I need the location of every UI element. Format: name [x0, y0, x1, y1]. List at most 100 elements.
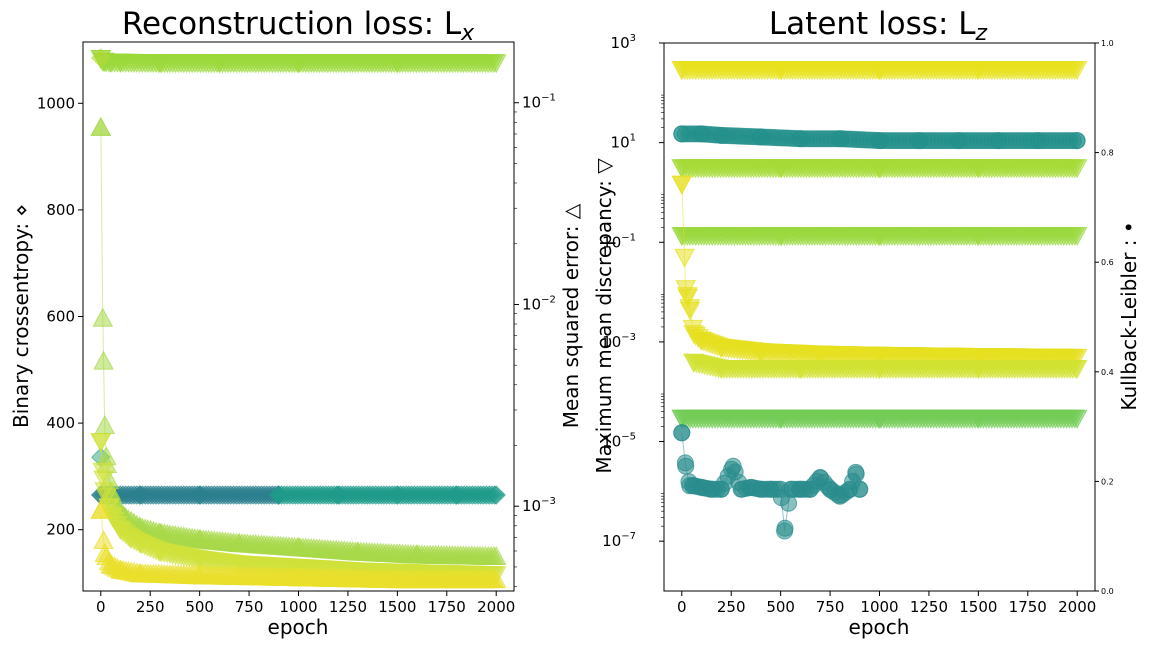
series-0-point: [1066, 61, 1088, 81]
reconstruction-loss-chart: Reconstruction loss: Lx 0 250 500 750 1000 12…: [9, 6, 583, 639]
series-7-point: [712, 480, 730, 498]
series-1-point: [871, 132, 888, 150]
y2-tick-label: 10−1: [522, 93, 556, 112]
y-tick-label: 10−3: [602, 332, 636, 351]
series-7: [673, 424, 869, 540]
series-3: [91, 48, 111, 68]
series-4-point: [809, 345, 831, 365]
series-5-point: [406, 544, 428, 564]
series-2-point: [269, 485, 289, 505]
series-6-point: [92, 462, 114, 482]
right-y-ticks: 10−7 10−5 10−3 10−1 101 103: [602, 33, 664, 550]
series-3-point: [671, 226, 693, 247]
series-1: [673, 125, 1086, 150]
y-tick-label: 800: [46, 201, 75, 219]
latent-loss-chart: Latent loss: Lz 0 250 500 750 1000 1250 1500 17…: [592, 6, 1141, 639]
right-series-layer: [671, 61, 1088, 540]
x-tick-label: 0: [96, 598, 106, 616]
left-x-ticks: 0 250 500 750 1000 1250 1500 1750 2000: [96, 591, 515, 616]
series-3-point: [91, 48, 111, 68]
series-2-point: [486, 485, 506, 505]
x-tick-label: 250: [136, 598, 165, 616]
series-0-point: [387, 54, 408, 74]
series-5-point: [683, 353, 704, 373]
series-5-point: [288, 537, 309, 557]
y-tick-label: 400: [46, 414, 75, 432]
y-tick-label: 200: [46, 521, 75, 539]
x-tick-label: 1000: [279, 598, 317, 616]
series-5-point: [869, 359, 890, 380]
series-7-point: [673, 424, 691, 442]
series-5-point: [189, 528, 210, 549]
series-2: [269, 485, 506, 505]
x-tick-label: 1000: [860, 598, 898, 616]
series-1-point: [910, 132, 928, 150]
left-plot-frame: [82, 41, 515, 592]
y2-tick-label: 0.0: [1101, 587, 1114, 596]
series-2-point: [770, 159, 791, 179]
x-tick-label: 1500: [378, 598, 416, 616]
y2-tick-label: 0.4: [1101, 368, 1114, 377]
y-tick-label: 10−7: [602, 531, 636, 550]
series-2-point: [1066, 159, 1088, 179]
series-3-point: [869, 226, 890, 247]
y-tick-label: 101: [611, 133, 636, 152]
series-2-point: [671, 159, 693, 179]
right-y2-axis-label: Kullback-Leibler : •: [1117, 221, 1141, 410]
x-tick-label: 500: [185, 598, 214, 616]
series-4: [671, 175, 1088, 368]
series-6-point: [228, 555, 250, 575]
series-3-point: [1066, 226, 1088, 247]
right-y-axis-label: Maximum mean discrepancy: ▽: [592, 158, 616, 474]
series-1-point: [950, 132, 968, 150]
series-6-point: [149, 542, 171, 563]
series-2-point: [387, 485, 408, 505]
series-4-point: [671, 175, 693, 195]
series-2-point: [328, 485, 348, 505]
left-x-axis-label: epoch: [268, 615, 329, 639]
series-6-point: [129, 534, 151, 554]
series-7-point: [100, 554, 122, 574]
series-5-point: [790, 359, 811, 380]
series-7-point: [677, 457, 695, 475]
series-3-point: [968, 226, 989, 247]
series-5-point: [93, 350, 114, 370]
x-tick-label: 750: [235, 598, 264, 616]
series-0-point: [770, 61, 791, 81]
x-tick-label: 1750: [428, 598, 466, 616]
left-y-ticks: 200 400 600 800 1000: [37, 94, 83, 539]
series-6-point: [189, 550, 210, 570]
series-7-point: [724, 457, 742, 475]
series-5-point: [485, 545, 507, 566]
series-4-point: [1066, 348, 1088, 368]
series-0: [671, 61, 1088, 81]
x-tick-label: 500: [766, 598, 795, 616]
series-1-point: [130, 485, 151, 505]
y-tick-label: 103: [611, 33, 636, 52]
series-2-point: [968, 159, 989, 179]
series-6: [90, 433, 507, 586]
series-2-point: [446, 485, 467, 505]
series-6-point: [770, 409, 791, 429]
series-6-point: [1066, 409, 1088, 429]
x-tick-label: 1250: [329, 598, 367, 616]
series-7: [90, 499, 507, 589]
series-7-point: [847, 463, 865, 481]
series-1-point: [791, 130, 809, 148]
chart-title-left: Reconstruction loss: Lx: [122, 6, 475, 46]
right-plot-frame: [663, 42, 1096, 592]
y-tick-label: 600: [46, 308, 75, 326]
series-7-point: [129, 563, 151, 583]
series-2-point: [869, 159, 890, 179]
x-tick-label: 1250: [910, 598, 948, 616]
x-tick-label: 2000: [477, 598, 515, 616]
series-4-point: [677, 288, 699, 308]
left-y-axis-label: Binary crossentropy: ⋄: [9, 204, 33, 428]
series-0-point: [485, 54, 507, 74]
y2-tick-label: 10−3: [522, 496, 556, 515]
series-1-point: [673, 125, 691, 143]
series-3-point: [770, 226, 791, 247]
series-7-point: [851, 480, 869, 498]
series-3: [671, 226, 1088, 247]
